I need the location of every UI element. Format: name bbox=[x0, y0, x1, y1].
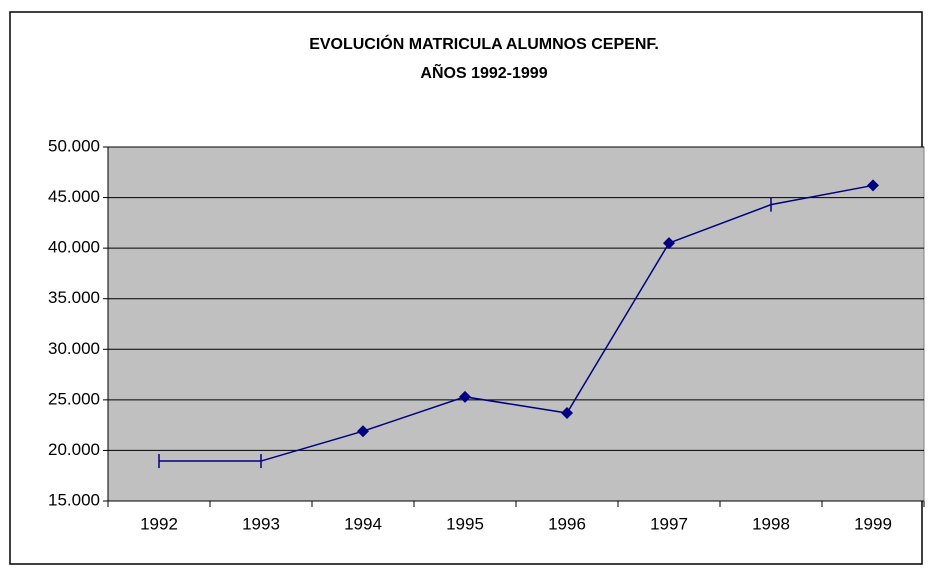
y-tick-label: 40.000 bbox=[48, 238, 100, 257]
x-tick-label: 1998 bbox=[752, 514, 790, 533]
x-tick-label: 1999 bbox=[854, 514, 892, 533]
y-tick-label: 15.000 bbox=[48, 490, 100, 509]
y-tick-label: 45.000 bbox=[48, 187, 100, 206]
series-line bbox=[159, 184, 874, 462]
plot-area bbox=[107, 146, 925, 502]
y-tick-label: 30.000 bbox=[48, 339, 100, 358]
marker bbox=[561, 407, 573, 420]
marker bbox=[663, 237, 675, 250]
x-tick-label: 1996 bbox=[548, 514, 586, 533]
y-tick-label: 25.000 bbox=[48, 389, 100, 408]
marker bbox=[459, 390, 471, 403]
x-tick-label: 1994 bbox=[344, 514, 382, 533]
y-tick-label: 50.000 bbox=[48, 136, 100, 155]
y-tick-label: 20.000 bbox=[48, 440, 100, 459]
marker bbox=[357, 425, 369, 438]
x-tick-label: 1995 bbox=[446, 514, 484, 533]
y-tick-label: 35.000 bbox=[48, 288, 100, 307]
marker bbox=[867, 179, 879, 192]
x-tick-label: 1992 bbox=[140, 514, 178, 533]
x-tick-label: 1993 bbox=[242, 514, 280, 533]
chart-title: EVOLUCIÓN MATRICULA ALUMNOS CEPENF. bbox=[309, 34, 659, 53]
x-tick-label: 1997 bbox=[650, 514, 688, 533]
chart-subtitle: AÑOS 1992-1999 bbox=[420, 62, 547, 82]
